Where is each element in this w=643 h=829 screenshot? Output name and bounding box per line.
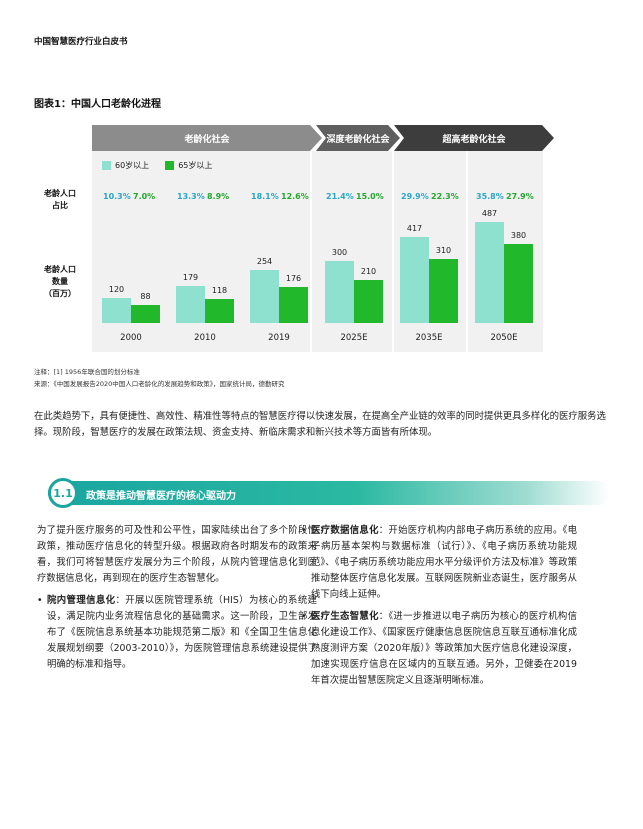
chart-divider	[310, 151, 312, 352]
category-label: 2025E	[340, 333, 368, 343]
bar	[429, 258, 458, 323]
bar-value-label: 380	[510, 231, 527, 241]
bullet-dot: •	[37, 595, 43, 606]
section-banner	[48, 481, 610, 505]
percentage-label: 10.3%	[103, 192, 131, 201]
bar-value-label: 210	[360, 266, 377, 276]
right-column: • 医疗数据信息化：开始医疗机构内部电子病历系统的应用。《电子病历基本架构与数据…	[301, 523, 577, 695]
bar-value-label: 417	[406, 223, 423, 233]
bullet-dot: •	[301, 525, 307, 536]
phase-aging-society: 老龄化社会	[92, 125, 322, 151]
percentage-label: 13.3%	[177, 192, 205, 201]
bullet-text: ：开展以医院管理系统（HIS）为核心的系统建设，满足院内业务流程信息化的基础需求…	[47, 595, 317, 670]
bullet-item: • 医疗数据信息化：开始医疗机构内部电子病历系统的应用。《电子病历基本架构与数据…	[301, 523, 577, 603]
bar	[475, 222, 504, 323]
left-column: 为了提升医疗服务的可及性和公平性，国家陆续出台了多个阶段性政策，推动医疗信息化的…	[37, 523, 317, 679]
figure-source: 来源：《中国发展报告2020中国人口老龄化的发展趋势和政策》，国家统计局，德勤研…	[34, 380, 285, 388]
category-label: 2050E	[490, 333, 518, 343]
percentage-label: 29.9%	[401, 192, 429, 201]
bar-value-label: 176	[285, 273, 302, 283]
legend-item: 65岁以上	[165, 160, 212, 171]
percentage-label: 27.9%	[506, 192, 534, 201]
bar-value-label: 254	[256, 257, 273, 267]
bar-value-label: 179	[182, 272, 199, 282]
intro-paragraph: 在此类趋势下，具有便捷性、高效性、精准性等特点的智慧医疗得以快速发展，在提高全产…	[34, 411, 606, 438]
bar	[250, 270, 279, 323]
bullet-label: 医疗数据信息化	[311, 525, 379, 536]
figure-notes: 注释：[1] 1956年联合国的划分标准 来源：《中国发展报告2020中国人口老…	[34, 366, 285, 390]
percentage-label: 8.9%	[207, 192, 230, 201]
bar-value-label: 120	[108, 285, 125, 295]
bullet-label: 医疗生态智慧化	[311, 611, 379, 622]
bar	[176, 285, 205, 323]
legend-label: 60岁以上	[115, 161, 150, 170]
bar-value-label: 300	[331, 247, 348, 257]
phase-super-aging-society: 超高老龄化社会	[394, 125, 554, 151]
body-paragraph: 为了提升医疗服务的可及性和公平性，国家陆续出台了多个阶段性政策，推动医疗信息化的…	[37, 525, 317, 584]
percentage-label: 12.6%	[281, 192, 309, 201]
bar	[131, 304, 160, 323]
bar	[354, 279, 383, 323]
section-number-badge: 1.1	[48, 478, 78, 508]
bullet-text: ：《进一步推进以电子病历为核心的医疗机构信息化建设工作》、《国家医疗健康信息医院…	[311, 611, 577, 686]
bullet-item: • 医疗生态智慧化：《进一步推进以电子病历为核心的医疗机构信息化建设工作》、《国…	[301, 609, 577, 689]
bar	[325, 260, 354, 323]
bullet-dot: •	[301, 611, 307, 622]
category-label: 2000	[120, 333, 142, 343]
bullet-label: 院内管理信息化	[47, 595, 116, 606]
bar	[400, 236, 429, 323]
percentage-label: 7.0%	[133, 192, 156, 201]
percentage-label: 15.0%	[356, 192, 384, 201]
legend-item: 60岁以上	[102, 160, 149, 171]
document-header-title: 中国智慧医疗行业白皮书	[34, 37, 128, 47]
chart-divider	[466, 151, 468, 352]
bullet-text: ：开始医疗机构内部电子病历系统的应用。《电子病历基本架构与数据标准（试行）》、《…	[311, 525, 577, 600]
percentage-label: 35.8%	[476, 192, 504, 201]
category-label: 2010	[194, 333, 216, 343]
bar-value-label: 118	[211, 285, 228, 295]
row-label-count: 老龄人口 数量 （百万）	[44, 265, 76, 298]
bar-value-label: 310	[435, 245, 452, 255]
bar	[205, 298, 234, 323]
category-label: 2019	[268, 333, 290, 343]
bullet-item: • 院内管理信息化：开展以医院管理系统（HIS）为核心的系统建设，满足院内业务流…	[37, 593, 317, 673]
bar	[504, 244, 533, 323]
percentage-label: 22.3%	[431, 192, 459, 201]
figure-note: 注释：[1] 1956年联合国的划分标准	[34, 368, 140, 376]
bar-value-label: 487	[481, 209, 498, 219]
chart-divider	[392, 151, 394, 352]
figure-title: 图表1：中国人口老龄化进程	[34, 99, 161, 110]
percentage-label: 18.1%	[251, 192, 279, 201]
bar	[102, 298, 131, 323]
chart-legend: 60岁以上 65岁以上	[102, 160, 212, 171]
row-label-percentage: 老龄人口 占比	[44, 189, 76, 210]
bar-value-label: 88	[140, 291, 151, 301]
phase-deep-aging-society: 深度老龄化社会	[316, 125, 400, 151]
legend-swatch	[165, 161, 175, 170]
legend-swatch	[102, 161, 111, 170]
category-label: 2035E	[415, 333, 443, 343]
percentage-label: 21.4%	[326, 192, 354, 201]
legend-label: 65岁以上	[178, 161, 213, 170]
section-title: 政策是推动智慧医疗的核心驱动力	[86, 491, 236, 502]
bar	[279, 286, 308, 323]
